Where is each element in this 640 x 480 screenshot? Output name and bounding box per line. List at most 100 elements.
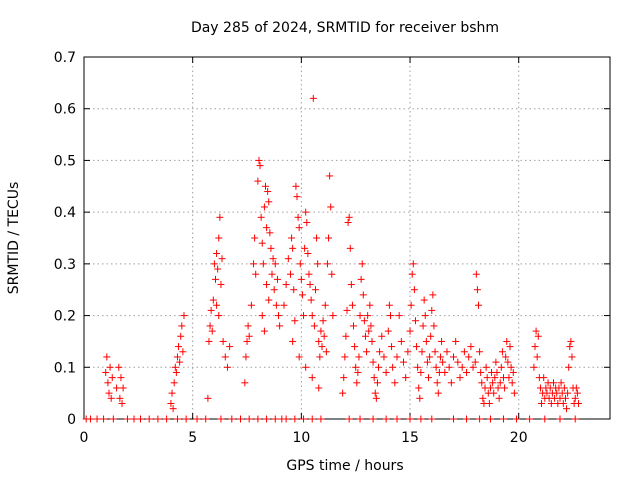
data-point xyxy=(407,301,415,309)
data-point xyxy=(409,260,417,268)
data-point xyxy=(395,312,403,320)
data-point xyxy=(565,363,573,371)
data-point xyxy=(355,353,363,361)
data-point xyxy=(282,281,290,289)
data-point xyxy=(450,353,458,361)
data-point xyxy=(327,203,335,211)
data-point xyxy=(308,374,316,382)
data-point xyxy=(117,374,125,382)
data-point xyxy=(541,415,549,423)
data-point xyxy=(302,363,310,371)
data-point xyxy=(257,213,265,221)
data-point xyxy=(422,337,430,345)
data-point xyxy=(245,415,253,423)
data-point xyxy=(573,389,581,397)
data-point xyxy=(375,363,383,371)
data-point xyxy=(178,322,186,330)
data-point xyxy=(212,275,219,283)
data-point xyxy=(378,332,386,340)
data-point xyxy=(168,389,176,397)
data-point xyxy=(574,399,582,407)
data-point xyxy=(107,394,115,402)
data-point xyxy=(311,286,319,294)
data-point xyxy=(319,317,327,325)
y-tick-label: 0.1 xyxy=(54,360,76,376)
data-point xyxy=(163,415,171,423)
data-point xyxy=(358,260,366,268)
data-point xyxy=(328,270,336,278)
data-point xyxy=(491,374,499,382)
data-point xyxy=(304,250,312,258)
data-point xyxy=(364,312,372,320)
data-point xyxy=(295,353,303,361)
data-point xyxy=(255,156,263,164)
data-point xyxy=(179,348,187,356)
data-point xyxy=(104,379,112,387)
data-point xyxy=(214,265,222,273)
data-point xyxy=(567,337,575,345)
data-point xyxy=(241,379,249,387)
data-point xyxy=(208,327,216,335)
data-point xyxy=(256,162,264,170)
data-point xyxy=(154,415,162,423)
data-point xyxy=(284,255,292,263)
data-point xyxy=(275,312,283,320)
data-point xyxy=(534,332,542,340)
data-point xyxy=(130,415,138,423)
x-tick-label: 0 xyxy=(80,430,89,446)
data-point xyxy=(369,358,377,366)
data-point xyxy=(356,312,364,320)
data-point xyxy=(492,358,500,366)
data-point xyxy=(258,239,266,247)
data-point xyxy=(115,363,123,371)
data-point xyxy=(431,348,439,356)
data-point xyxy=(119,384,127,392)
data-point xyxy=(123,415,131,423)
data-point xyxy=(493,368,501,376)
data-point xyxy=(367,322,375,330)
data-point xyxy=(293,193,301,201)
data-point xyxy=(373,379,381,387)
data-point xyxy=(177,332,185,340)
data-point xyxy=(540,374,548,382)
data-point xyxy=(485,399,493,407)
data-point xyxy=(406,415,414,423)
data-point xyxy=(315,337,323,345)
data-point xyxy=(352,363,360,371)
data-point xyxy=(345,213,353,221)
data-point xyxy=(400,358,408,366)
data-point xyxy=(108,374,116,382)
data-point xyxy=(406,327,414,335)
data-point xyxy=(207,306,215,314)
data-point xyxy=(263,281,271,289)
data-point xyxy=(317,327,325,335)
data-point xyxy=(419,322,427,330)
data-point xyxy=(430,322,438,330)
data-point xyxy=(182,415,190,423)
data-point xyxy=(369,415,377,423)
data-point xyxy=(296,260,304,268)
data-point xyxy=(347,281,355,289)
data-point xyxy=(216,213,224,221)
data-point xyxy=(171,363,179,371)
data-point xyxy=(476,415,484,423)
data-point xyxy=(359,291,367,299)
data-point xyxy=(509,368,517,376)
data-point xyxy=(294,213,302,221)
data-point xyxy=(452,337,460,345)
data-point xyxy=(571,415,579,423)
data-point xyxy=(371,389,379,397)
data-point xyxy=(272,301,280,309)
data-point xyxy=(486,384,494,392)
data-point xyxy=(463,368,471,376)
data-point xyxy=(343,306,351,314)
data-point xyxy=(397,337,405,345)
data-point xyxy=(494,384,502,392)
data-point xyxy=(265,296,273,304)
data-point xyxy=(291,415,299,423)
data-point xyxy=(566,343,574,351)
data-point xyxy=(384,327,392,335)
data-point xyxy=(93,415,101,423)
chart-title: Day 285 of 2024, SRMTID for receiver bsh… xyxy=(191,20,499,36)
data-point xyxy=(423,358,431,366)
